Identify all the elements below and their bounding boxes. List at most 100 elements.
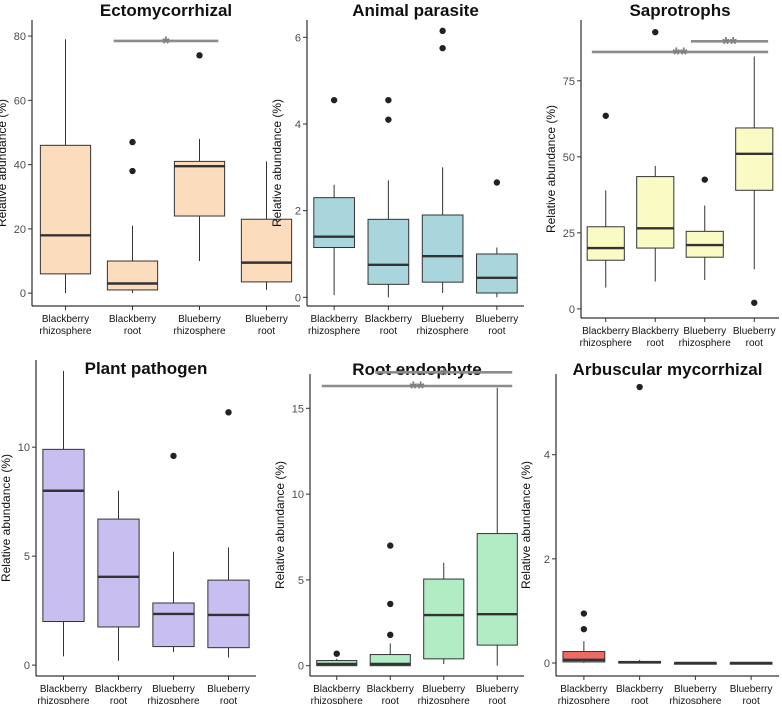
box-iqr [369,654,411,667]
x-tick-label-line: Blueberry [674,684,717,695]
outlier-point [580,625,588,633]
outlier-point [129,138,136,146]
y-tick-label: 40 [14,160,26,172]
y-tick-label: 60 [14,95,26,107]
outlier-point [493,179,501,186]
outlier-point [387,631,394,639]
x-tick-label: Blackberry rhizosphere [37,684,90,704]
panel-3: Saprotrophs Relative abundance (%) 0 25 50 75… [544,1,779,349]
x-tick-label-line: Blueberry [152,684,195,695]
box-iqr [586,226,625,261]
y-tick-label: 0 [298,661,304,673]
x-tick-label-line: Blueberry [422,684,465,695]
outlier-point [751,299,758,306]
x-tick-label: Blackberry rhizosphere [558,684,611,704]
x-tick-label-line: Blackberry [616,684,663,695]
x-tick-label-line: Blackberry [367,684,414,695]
box-2 [636,28,675,282]
y-tick-label: 10 [18,442,30,454]
box-iqr [39,144,92,275]
outlier-point [387,600,394,608]
significance-label: ** [722,34,737,55]
outlier-point [387,542,394,549]
x-tick-label-line: Blueberry [730,684,773,695]
box-iqr [562,651,606,663]
x-tick-label-line: Blueberry [476,684,519,695]
outlier-point [602,112,609,119]
outlier-point [439,27,446,35]
panel-title: Animal parasite [352,1,479,20]
significance-bar: ** [690,34,769,55]
panel-title: Ectomycorrhizal [100,1,232,20]
x-tick-label-line: rhizosphere [416,326,469,337]
outlier-point [701,176,708,183]
box-iqr [421,214,464,283]
y-tick-label: 0 [24,660,30,672]
box-2 [97,490,140,661]
x-tick-label-line: Blackberry [632,326,679,337]
y-tick-label: 5 [24,551,30,563]
x-tick-label-line: Blueberry [683,326,726,337]
significance-label: ** [673,45,688,66]
box-1 [42,370,85,657]
y-axis-label: Relative abundance (%) [273,461,287,589]
outlier-point [439,44,446,52]
y-tick-label: 2 [295,206,301,218]
x-tick-label: Blueberry root [733,326,776,349]
box-iqr [152,602,195,648]
outlier-point [385,96,392,104]
x-tick-label-line: Blackberry [109,314,156,325]
x-tick-label: Blueberry root [476,684,519,704]
panel-4: Plant pathogen Relative abundance (%) 0 5 10… [0,359,256,704]
box-iqr [476,533,518,646]
panel-title: Plant pathogen [85,359,208,378]
x-tick-label: Blackberry rhizosphere [308,314,361,337]
x-tick-label-line: rhizosphere [37,696,90,704]
x-tick-label-line: root [220,696,237,704]
box-3 [423,562,465,664]
y-tick-label: 2 [544,554,550,566]
x-tick-label-line: Blueberry [733,326,776,337]
y-tick-label: 50 [563,152,575,164]
x-tick-label: Blueberry root [245,314,288,337]
y-tick-label: 4 [544,450,550,462]
outlier-point [652,28,659,36]
y-tick-label: 0 [20,288,26,300]
x-tick-label-line: root [647,338,664,349]
y-axis-label: Relative abundance (%) [270,99,284,227]
outlier-point [580,610,588,617]
box-4 [240,161,293,290]
x-tick-label-line: Blueberry [475,314,518,325]
x-tick-label: Blackberry root [367,684,414,704]
box-3 [152,452,195,653]
y-tick-label: 20 [14,224,26,236]
outlier-point [196,52,203,59]
x-tick-label-line: Blackberry [365,314,412,325]
x-tick-label: Blueberry rhizosphere [679,326,732,349]
box-iqr [240,218,293,283]
significance-bar: ** [591,45,769,66]
box-1 [316,650,358,667]
x-tick-label: Blackberry rhizosphere [311,684,364,704]
y-tick-label: 5 [298,575,304,587]
y-tick-label: 25 [563,228,575,240]
significance-bar: * [375,365,513,386]
box-2 [369,542,411,667]
significance-bar: ** [321,379,513,400]
x-tick-label: Blueberry root [730,684,773,704]
box-1 [586,112,625,288]
outlier-point [333,650,340,657]
outlier-point [330,96,338,104]
x-tick-label: Blackberry root [616,684,663,704]
x-tick-label-line: Blackberry [42,314,89,325]
box-2 [367,96,410,298]
x-tick-label: Blackberry rhizosphere [580,326,633,349]
panel-title: Root endophyte [352,360,481,379]
outlier-point [170,452,177,460]
x-tick-label-line: rhizosphere [147,696,200,704]
x-tick-label-line: root [124,326,141,337]
box-3 [673,661,717,665]
panel-5: Root endophyte Relative abundance (%) 0 5 10… [273,360,524,704]
y-axis-label: Relative abundance (%) [0,454,13,582]
